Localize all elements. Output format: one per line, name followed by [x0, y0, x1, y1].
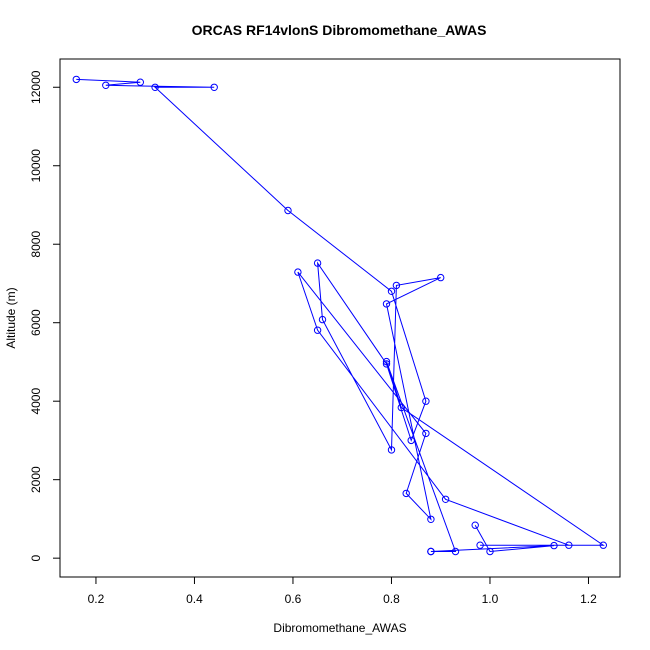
data-point [382, 360, 391, 368]
data-point [382, 357, 391, 366]
y-tick-label: 12000 [29, 70, 43, 104]
data-point [565, 541, 573, 549]
data-point [72, 75, 81, 84]
y-tick-label: 6000 [29, 309, 43, 336]
x-tick-label: 0.4 [186, 592, 203, 606]
data-point [392, 281, 401, 290]
y-tick-label: 10000 [29, 149, 43, 183]
data-point [599, 541, 607, 549]
data-point [294, 268, 302, 276]
data-point [382, 300, 391, 308]
data-point [437, 273, 445, 282]
data-point [387, 446, 396, 454]
data-point [102, 81, 110, 90]
data-point [476, 541, 484, 549]
x-tick-label: 1.0 [482, 592, 499, 606]
y-tick-label: 8000 [29, 231, 43, 258]
data-point [151, 83, 159, 92]
x-axis: 0.2 0.4 0.6 0.8 1.0 1.2 [88, 577, 597, 606]
y-axis-label: Altitude (m) [4, 287, 18, 348]
data-point [313, 326, 322, 334]
y-axis: 0 2000 4000 6000 8000 10000 12000 [29, 70, 60, 562]
chart-title: ORCAS RF14vlonS Dibromomethane_AWAS [192, 22, 487, 38]
y-tick-label: 4000 [29, 388, 43, 415]
data-point [427, 515, 435, 523]
data-point [441, 495, 450, 503]
x-tick-label: 0.2 [88, 592, 105, 606]
data-point [471, 521, 479, 529]
data-point [427, 547, 435, 556]
data-point [407, 436, 415, 445]
data-points [72, 75, 607, 556]
x-tick-label: 1.2 [580, 592, 597, 606]
data-point [210, 83, 218, 92]
data-point [486, 547, 494, 556]
data-point [387, 287, 396, 295]
data-point [550, 541, 558, 550]
data-point [451, 547, 460, 556]
plot-frame [59, 58, 621, 578]
data-point [402, 489, 410, 498]
y-tick-label: 2000 [29, 466, 43, 493]
data-point [136, 78, 145, 86]
data-point [422, 397, 430, 405]
data-point [284, 206, 292, 215]
series-line [76, 78, 605, 553]
x-tick-label: 0.8 [383, 592, 400, 606]
data-point [318, 315, 327, 324]
data-point [422, 429, 430, 438]
y-tick-label: 0 [29, 555, 43, 562]
x-axis-label: Dibromomethane_AWAS [273, 621, 406, 635]
x-tick-label: 0.6 [285, 592, 302, 606]
data-point [313, 259, 322, 267]
data-point [397, 403, 405, 412]
